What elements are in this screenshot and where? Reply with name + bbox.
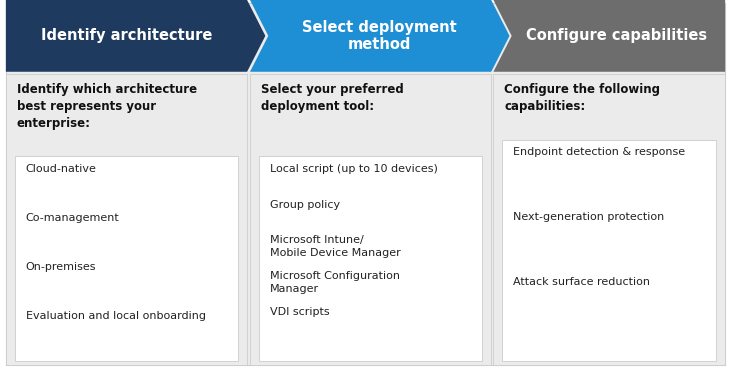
Text: Identify architecture: Identify architecture: [41, 28, 212, 43]
FancyBboxPatch shape: [493, 74, 725, 365]
Text: Select deployment
method: Select deployment method: [303, 20, 457, 52]
FancyBboxPatch shape: [15, 156, 238, 361]
FancyBboxPatch shape: [6, 3, 725, 365]
Text: Local script (up to 10 devices): Local script (up to 10 devices): [270, 164, 438, 174]
FancyBboxPatch shape: [6, 74, 247, 365]
FancyBboxPatch shape: [502, 140, 716, 361]
Text: Evaluation and local onboarding: Evaluation and local onboarding: [26, 311, 205, 321]
Polygon shape: [250, 0, 510, 72]
Text: Configure the following
capabilities:: Configure the following capabilities:: [504, 83, 660, 113]
Polygon shape: [6, 0, 265, 72]
Text: Attack surface reduction: Attack surface reduction: [513, 277, 650, 287]
Text: Group policy: Group policy: [270, 199, 340, 209]
Text: Endpoint detection & response: Endpoint detection & response: [513, 147, 685, 157]
Polygon shape: [493, 0, 725, 72]
Text: Microsoft Intune/
Mobile Device Manager: Microsoft Intune/ Mobile Device Manager: [270, 236, 401, 258]
Text: Identify which architecture
best represents your
enterprise:: Identify which architecture best represe…: [17, 83, 197, 130]
Text: Select your preferred
deployment tool:: Select your preferred deployment tool:: [261, 83, 404, 113]
Text: VDI scripts: VDI scripts: [270, 307, 330, 317]
FancyBboxPatch shape: [259, 156, 482, 361]
Text: Cloud-native: Cloud-native: [26, 164, 96, 174]
FancyBboxPatch shape: [250, 74, 491, 365]
Text: Configure capabilities: Configure capabilities: [526, 28, 707, 43]
Text: Next-generation protection: Next-generation protection: [513, 212, 664, 222]
Text: On-premises: On-premises: [26, 262, 96, 272]
Text: Microsoft Configuration
Manager: Microsoft Configuration Manager: [270, 271, 400, 294]
Text: Co-management: Co-management: [26, 213, 119, 223]
